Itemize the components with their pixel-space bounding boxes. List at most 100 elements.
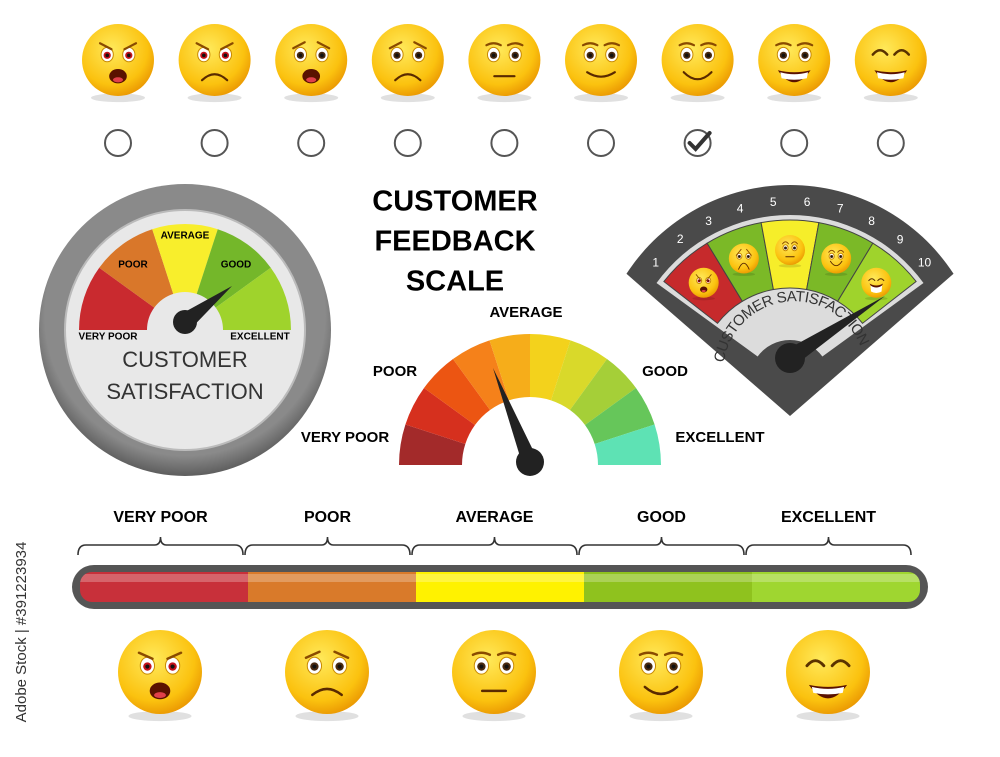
brace	[244, 536, 411, 556]
gauge-label: AVERAGE	[489, 304, 562, 321]
emoji-face	[619, 630, 703, 714]
radio-button[interactable]	[876, 129, 905, 157]
radio-button[interactable]	[297, 129, 326, 157]
emoji-brow	[746, 248, 752, 256]
emoji	[118, 630, 202, 722]
emoji-shadow	[91, 93, 145, 103]
emoji-brow	[705, 274, 712, 282]
emoji-eye	[893, 49, 911, 56]
emoji-pupil	[298, 53, 303, 58]
emoji-brow	[496, 651, 517, 657]
needle	[493, 368, 544, 476]
emoji-mouth	[738, 262, 750, 270]
emoji-brow	[581, 42, 599, 47]
emoji-brow	[791, 241, 798, 245]
emoji-pupil	[416, 53, 421, 58]
emoji-pupil	[170, 664, 175, 669]
emoji-eye	[805, 659, 826, 668]
emoji-shadow	[863, 93, 918, 103]
emoji-brow	[413, 41, 427, 50]
fan-number: 6	[804, 195, 811, 209]
emoji-pupil	[312, 664, 317, 669]
emoji-pupil	[646, 664, 651, 669]
emoji-shadow	[824, 272, 848, 277]
emoji-pupil	[491, 53, 496, 58]
radio-button[interactable]	[587, 129, 615, 157]
emoji-brow	[292, 41, 306, 50]
emoji-brow	[388, 41, 403, 50]
radio-button[interactable]	[490, 129, 519, 157]
emoji-face	[468, 24, 541, 96]
radio-button[interactable]	[393, 129, 422, 157]
gauge-segment	[594, 424, 661, 465]
emoji-shadow	[865, 296, 888, 301]
gauge-segment	[196, 229, 271, 308]
scale-label: EXCELLENT	[781, 509, 876, 526]
gauge-segment	[551, 340, 607, 410]
emoji-pupil	[479, 664, 484, 669]
gauge-segment	[405, 388, 475, 444]
emoji-face	[178, 24, 251, 96]
emoji	[178, 24, 251, 103]
emoji-mouth	[311, 687, 343, 697]
gauge-label: VERY POOR	[301, 429, 390, 446]
gauge-label: VERY POOR	[79, 332, 139, 343]
emoji-pupil	[127, 53, 131, 58]
emoji-tongue	[306, 77, 317, 83]
needle	[775, 296, 885, 373]
gauge-label: EXCELLENT	[675, 429, 764, 446]
emoji-teeth	[780, 72, 809, 80]
emoji-mouth	[829, 260, 843, 267]
emoji-brow	[700, 42, 717, 47]
gauge-label: AVERAGE	[161, 231, 210, 242]
emoji-pupil	[839, 255, 842, 258]
emoji-shadow	[380, 93, 435, 103]
emoji-face	[775, 235, 805, 265]
emoji-pupil	[105, 53, 109, 58]
emoji-teeth	[876, 72, 905, 80]
emoji	[728, 243, 759, 277]
emoji-pupil	[830, 255, 833, 258]
emoji-face	[371, 24, 444, 96]
emoji-brow	[304, 650, 321, 660]
bar-highlight	[248, 574, 416, 582]
title-line: SCALE	[406, 266, 504, 298]
emoji	[82, 24, 154, 103]
radio-button[interactable]	[200, 129, 229, 157]
scale-label: AVERAGE	[456, 509, 534, 526]
emoji-brow	[98, 42, 113, 51]
fan-number: 3	[705, 214, 712, 228]
emoji-pupil	[504, 664, 509, 669]
gauge-label: GOOD	[642, 363, 688, 380]
gauge-segment	[215, 267, 291, 330]
radio-button[interactable]	[780, 129, 809, 157]
emoji-face	[861, 267, 892, 298]
gauge-segment	[399, 424, 466, 465]
emoji-shadow	[670, 93, 725, 103]
gauge-caption: CUSTOMER	[122, 347, 248, 372]
emoji	[452, 630, 536, 722]
emoji-shadow	[462, 711, 526, 722]
emoji-brow	[678, 42, 696, 47]
emoji-pupil	[803, 53, 807, 58]
scale-label: GOOD	[637, 509, 686, 526]
emoji-shadow	[128, 711, 192, 722]
emoji-brow	[828, 249, 836, 253]
fan-number: 8	[868, 214, 875, 228]
emoji-shadow	[295, 711, 359, 722]
brace	[578, 536, 745, 556]
needle	[173, 286, 232, 334]
brace	[77, 536, 244, 556]
emoji-pupil	[706, 53, 711, 58]
emoji-face	[758, 24, 831, 96]
emoji-pupil	[793, 247, 796, 249]
emoji-brow	[316, 41, 331, 50]
emoji-shadow	[187, 93, 242, 103]
emoji-mouth	[682, 71, 713, 81]
needle-body	[493, 368, 538, 465]
emoji-pupil	[223, 53, 228, 58]
emoji	[861, 267, 892, 301]
radio-button[interactable]	[104, 129, 132, 157]
emoji-brow	[137, 651, 154, 661]
emoji-brow	[166, 651, 183, 661]
